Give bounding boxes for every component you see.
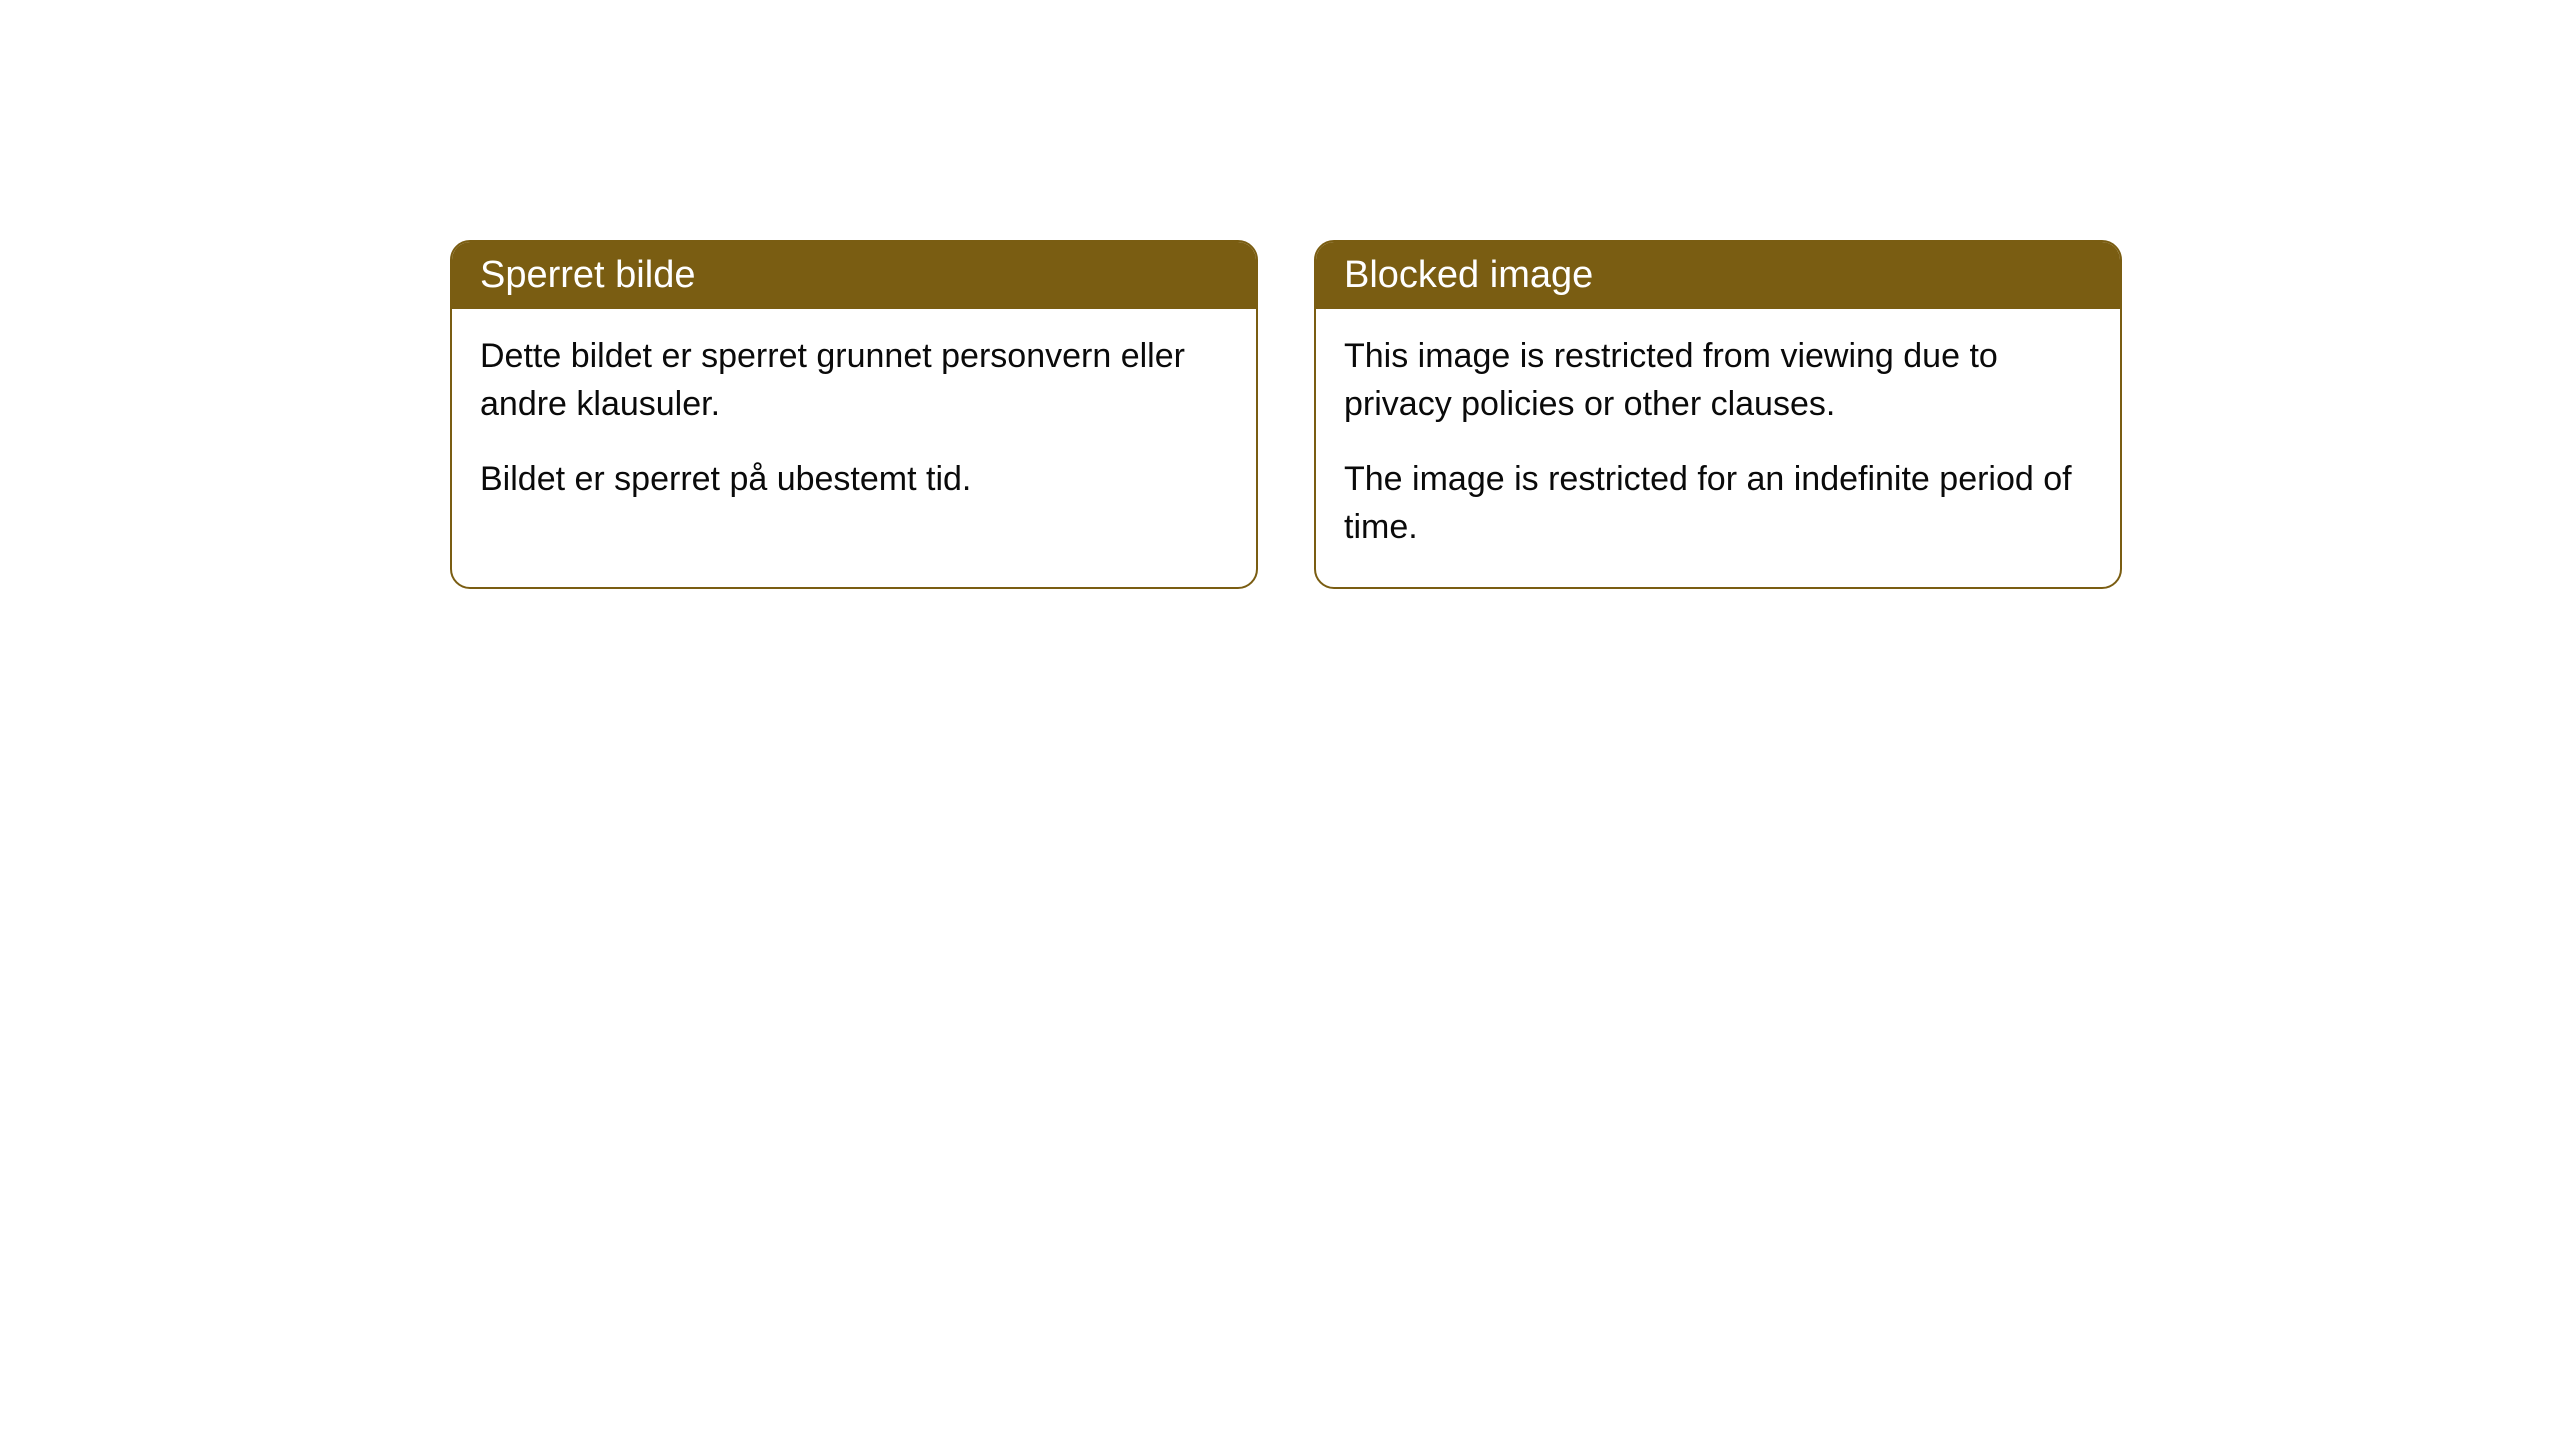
notice-text-1: Dette bildet er sperret grunnet personve… [480, 333, 1228, 428]
notice-cards-container: Sperret bilde Dette bildet er sperret gr… [450, 240, 2560, 589]
notice-text-1: This image is restricted from viewing du… [1344, 333, 2092, 428]
notice-text-2: The image is restricted for an indefinit… [1344, 456, 2092, 551]
blocked-image-card-english: Blocked image This image is restricted f… [1314, 240, 2122, 589]
card-header-english: Blocked image [1316, 242, 2120, 309]
card-header-norwegian: Sperret bilde [452, 242, 1256, 309]
notice-text-2: Bildet er sperret på ubestemt tid. [480, 456, 1228, 504]
card-body-english: This image is restricted from viewing du… [1316, 309, 2120, 587]
blocked-image-card-norwegian: Sperret bilde Dette bildet er sperret gr… [450, 240, 1258, 589]
card-body-norwegian: Dette bildet er sperret grunnet personve… [452, 309, 1256, 540]
